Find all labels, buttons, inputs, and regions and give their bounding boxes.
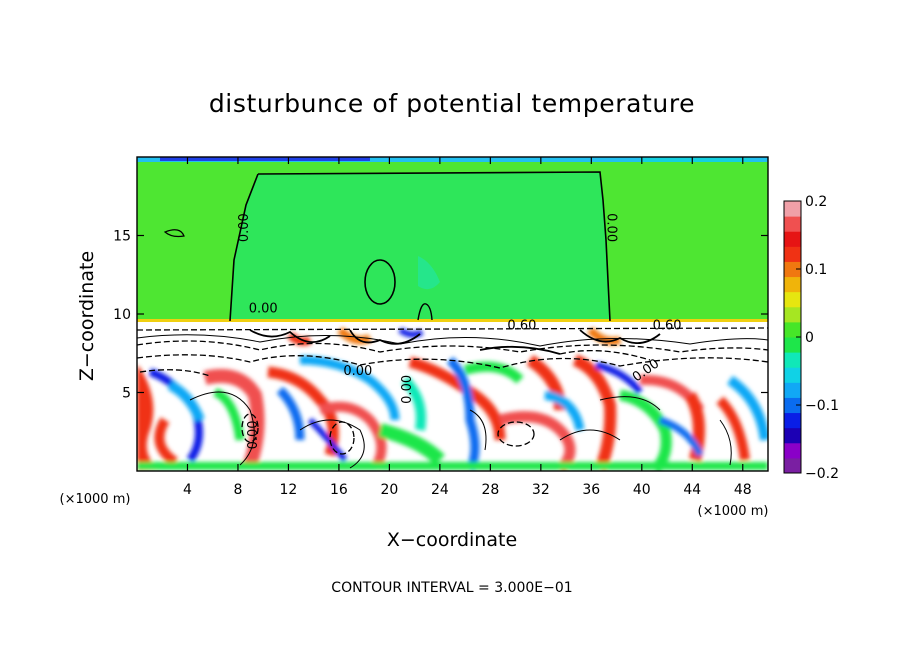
contour-lines bbox=[137, 171, 768, 469]
contour-label: 0.00 bbox=[246, 420, 261, 449]
y-axis-label: Z−coordinate bbox=[76, 251, 98, 381]
colorbar-tick-label: 0 bbox=[805, 330, 814, 346]
x-tick-label: 36 bbox=[582, 482, 600, 498]
x-tick-label: 24 bbox=[431, 482, 449, 498]
colorbar-swatch bbox=[784, 442, 801, 459]
colorbar-swatch bbox=[784, 367, 801, 383]
chart-title: disturbunce of potential temperature bbox=[209, 89, 695, 118]
x-tick-label: 40 bbox=[633, 482, 651, 498]
colorbar-swatch bbox=[784, 412, 801, 429]
y-tick-label: 15 bbox=[113, 229, 131, 245]
contour-label: 0.00 bbox=[400, 375, 415, 404]
colorbar-swatch bbox=[784, 216, 801, 232]
y-tick-label: 10 bbox=[113, 307, 131, 323]
contour-label: 0.00 bbox=[604, 213, 619, 242]
colorbar-swatch bbox=[784, 246, 801, 262]
colorbar-tick-label: 0.2 bbox=[805, 194, 827, 210]
x-tick-label: 48 bbox=[734, 482, 752, 498]
x-axis-label: X−coordinate bbox=[387, 529, 517, 551]
colorbar-swatch bbox=[784, 291, 801, 308]
x-tick-label: 32 bbox=[532, 482, 550, 498]
colorbar-tick-label: −0.2 bbox=[805, 466, 839, 482]
contour-label: 0.00 bbox=[343, 364, 372, 379]
colorbar-swatch bbox=[784, 201, 801, 217]
colorbar-swatch bbox=[784, 457, 801, 474]
x-tick-label: 4 bbox=[183, 482, 192, 498]
y-tick-label: 5 bbox=[122, 386, 131, 402]
colorbar-swatch bbox=[784, 337, 801, 353]
colorbar-tick-label: 0.1 bbox=[805, 262, 827, 278]
colorbar-swatch bbox=[784, 231, 801, 247]
plot-area: 0.00 0.000.000.60 0.600.000.000.000.00 bbox=[137, 157, 768, 471]
upper-contour-region bbox=[230, 172, 610, 321]
x-tick-label: 8 bbox=[233, 482, 242, 498]
colorbar-swatch bbox=[784, 382, 801, 398]
top-disturbance-band bbox=[137, 157, 768, 162]
x-tick-label: 12 bbox=[280, 482, 298, 498]
cyan-patch bbox=[418, 256, 440, 290]
colorbar: 0.2 0.1 0 −0.1 −0.2 bbox=[783, 194, 839, 482]
x-axis: 4 8 12 16 20 24 28 32 36 40 44 48 bbox=[183, 157, 752, 498]
colorbar-swatch bbox=[784, 321, 801, 338]
x-axis-unit: (×1000 m) bbox=[698, 504, 769, 519]
y-axis-unit: (×1000 m) bbox=[60, 492, 131, 507]
contour-label: 0.60 bbox=[507, 319, 536, 334]
contour-interval-note: CONTOUR INTERVAL = 3.000E−01 bbox=[331, 580, 572, 596]
x-tick-label: 44 bbox=[683, 482, 701, 498]
contour-label: 0.60 bbox=[653, 319, 682, 334]
colorbar-swatch bbox=[784, 261, 801, 278]
colorbar-tick-label: −0.1 bbox=[805, 398, 839, 414]
colorbar-swatch bbox=[784, 397, 801, 414]
convective-layer bbox=[137, 327, 768, 471]
interface-line-yellow bbox=[137, 319, 768, 322]
top-disturbance-right bbox=[640, 157, 750, 162]
x-tick-label: 28 bbox=[481, 482, 499, 498]
contour-label: 0.00 bbox=[249, 301, 278, 316]
contour-labels: 0.00 0.000.000.60 0.600.000.000.000.00 bbox=[237, 213, 681, 449]
contour-label: 0.00 bbox=[237, 213, 252, 242]
colorbar-swatch bbox=[784, 306, 801, 323]
y-axis: 5 10 15 bbox=[113, 229, 768, 402]
colorbar-swatch bbox=[784, 352, 801, 368]
top-disturbance-left bbox=[160, 157, 370, 161]
colorbar-swatch bbox=[784, 276, 801, 293]
colorbar-swatch bbox=[784, 427, 801, 444]
x-tick-label: 16 bbox=[330, 482, 348, 498]
x-tick-label: 20 bbox=[380, 482, 398, 498]
